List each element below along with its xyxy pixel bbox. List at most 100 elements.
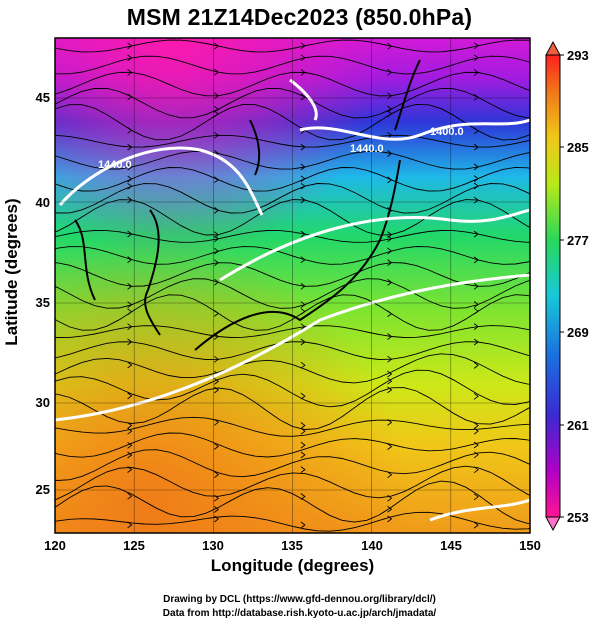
streamline-arrow [214,494,220,502]
streamline-arrow [214,68,220,76]
streamline-arrow [300,282,306,290]
streamline-arrow [300,441,306,449]
streamline-arrow [300,466,306,473]
streamline-arrow [127,42,133,50]
streamline-arrow [127,521,133,529]
streamline-arrow [127,451,133,459]
streamline-arrow [300,323,306,331]
streamline-arrow [387,235,393,243]
contour-labels: 1440.0 1440.0 1400.0 [98,126,464,171]
colorbar-min-arrow [545,516,561,532]
x-axis-ticks: 120 125 130 135 140 145 150 [44,538,541,553]
streamline-arrow [214,471,220,479]
streamline-arrow [300,361,306,369]
streamline-arrow [214,515,220,523]
streamline-arrow [127,308,133,316]
y-tick-label: 35 [36,295,50,310]
x-tick-label: 125 [123,538,145,553]
streamline-arrow [387,68,393,76]
contour-label-1: 1440.0 [98,159,132,171]
streamline-arrow [300,182,306,190]
streamline-arrow [473,127,479,135]
streamline-arrow [387,333,393,340]
streamline-arrow [127,230,133,238]
streamline-arrow [387,419,393,426]
streamline-arrow [214,386,220,394]
streamline-arrow [300,451,306,459]
streamline-arrow [300,54,306,62]
colorbar-tick-label: 253 [567,510,589,525]
streamline-arrow [387,105,393,113]
contour-label-2: 1440.0 [350,143,384,155]
streamline-arrow [127,441,133,449]
y-tick-label: 40 [36,195,50,210]
streamline-arrow [127,54,133,62]
colorbar-tick-label: 293 [567,48,589,63]
streamline-arrow [300,143,306,151]
streamline-arrow [387,259,393,266]
streamline-arrow [387,515,393,523]
streamline-arrow [387,310,393,318]
streamline-arrow [214,235,220,243]
streamline-arrow [473,182,479,190]
streamline-arrow [473,427,479,435]
streamline-arrow [387,176,393,184]
streamline-arrow [387,494,393,502]
streamline-arrow [214,131,220,139]
streamline-arrow [214,378,220,385]
streamline-arrow [300,93,306,101]
streamline-arrow [473,282,479,290]
streamline-arrow [387,471,393,479]
streamline-arrow [214,110,220,118]
x-tick-label: 135 [281,538,303,553]
streamline-arrow [127,323,133,331]
streamline-arrow [473,441,479,449]
streamline-arrow [387,279,393,286]
streamline-arrow [387,42,393,50]
streamline-arrow [214,443,220,450]
y-tick-label: 30 [36,395,50,410]
streamline-arrow [473,54,479,62]
colorbar-tick-label: 285 [567,140,589,155]
streamline-arrow [127,93,133,101]
x-axis-label: Longitude (degrees) [210,556,375,575]
streamline-arrow [300,392,306,400]
streamline-arrow [214,418,220,426]
streamline-arrow [300,230,306,238]
streamline-arrow [127,422,133,429]
streamline-arrow [473,422,479,429]
streamline-arrow [214,247,220,255]
streamline-arrow [127,69,133,76]
streamline-arrow [127,126,133,134]
height-contours [55,78,530,522]
streamline-arrow [300,422,306,429]
streamline-arrow [214,310,220,317]
streamline-arrow [127,427,133,435]
graticule [55,38,530,533]
credit-data-source: Data from http://database.rish.kyoto-u.a… [162,608,437,619]
x-tick-label: 140 [361,538,383,553]
streamline-arrow [473,521,479,529]
streamline-arrow [473,307,479,315]
streamline-arrow [300,42,306,50]
streamline-arrow [473,230,479,238]
streamline-arrow [214,355,220,363]
streamline-arrow [473,451,479,459]
streamline-arrow [473,69,479,76]
contour-label-3: 1400.0 [430,126,464,138]
streamline-arrow [300,163,306,171]
colorbar-tick-label: 277 [567,233,589,248]
map-title: MSM 21Z14Dec2023 (850.0hPa) [126,4,473,30]
streamline-arrow [473,392,479,400]
streamline-arrow [127,256,133,263]
colorbar-tick-label: 269 [567,325,589,340]
streamline-arrow [214,42,220,50]
streamline-arrow [473,301,479,308]
streamline-arrow [473,338,479,346]
streamline-arrow [127,466,133,473]
streamline-arrow [127,392,133,400]
streamline-arrow [473,256,479,264]
streamline-arrow [300,256,306,264]
streamline-arrow [387,247,393,255]
streamline-arrow [300,521,306,529]
